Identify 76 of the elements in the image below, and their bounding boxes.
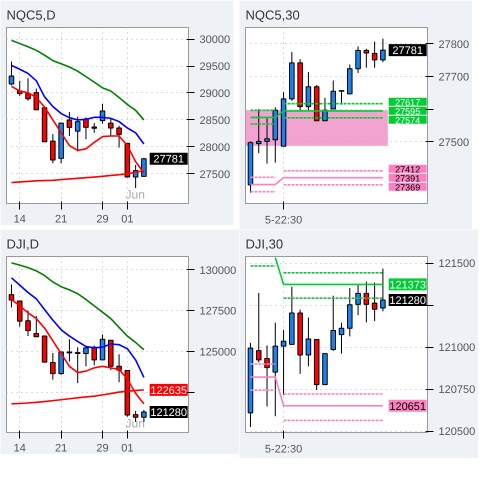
y-tick-label: 27700 <box>438 72 470 84</box>
candlestick <box>256 108 262 154</box>
y-tick-label: 130000 <box>200 264 236 277</box>
candlestick <box>372 41 378 68</box>
candlestick <box>83 345 89 367</box>
chart-title: DJI,30 <box>246 236 284 252</box>
annotation: 27781 <box>153 154 184 166</box>
candlestick <box>264 344 270 407</box>
candlestick <box>74 346 80 384</box>
annotation: Jun <box>126 188 145 202</box>
annotation: 121280 <box>389 295 426 308</box>
legend-label: 27369 <box>395 182 420 192</box>
y-tick-label: 120500 <box>438 426 476 438</box>
x-tick-label: 01 <box>121 442 134 454</box>
candlestick <box>8 61 14 86</box>
x-tick-label: 14 <box>14 442 26 454</box>
y-tick-label: 30000 <box>200 34 230 46</box>
x-tick-label: 29 <box>96 442 109 454</box>
candlestick <box>330 295 336 352</box>
candlestick <box>364 48 370 68</box>
annotation: 121373 <box>389 279 426 292</box>
candlestick <box>50 134 56 164</box>
annotation: Jun <box>126 416 145 430</box>
candlestick <box>91 122 98 134</box>
candlestick <box>66 111 72 137</box>
candlestick <box>347 288 353 337</box>
series-label: 27412 <box>395 164 420 174</box>
y-tick-label: 127500 <box>200 306 236 318</box>
legend-label: 27391 <box>395 173 420 184</box>
y-tick-label: 29500 <box>200 61 230 74</box>
annotation: 120651 <box>389 400 426 413</box>
candlestick <box>91 345 98 366</box>
candlestick <box>380 38 386 63</box>
series-label: 27617 <box>395 97 420 108</box>
chart-title: NQC5,30 <box>246 8 300 22</box>
x-tick-label: 21 <box>55 442 68 454</box>
candlestick <box>116 125 122 148</box>
y-tick-label: 28500 <box>200 114 230 127</box>
y-tick-label: 27800 <box>438 38 470 51</box>
y-tick-label: 121000 <box>438 342 476 354</box>
candlestick <box>34 316 40 338</box>
candlestick <box>66 338 72 362</box>
chart-title: NQC5,D <box>6 8 56 22</box>
chart-title: DJI,D <box>6 236 39 252</box>
x-tick-label: 14 <box>14 214 26 226</box>
candlestick <box>380 268 386 312</box>
y-tick-label: 28000 <box>200 142 230 154</box>
candlestick <box>256 292 262 363</box>
annotation: 121280 <box>150 406 188 419</box>
y-tick-label: 29000 <box>200 88 230 100</box>
candlestick <box>306 71 312 111</box>
y-tick-label: 121500 <box>438 258 476 270</box>
candlestick <box>338 90 344 106</box>
x-tick-label: 5-22:30 <box>264 214 302 226</box>
candlestick <box>330 80 336 110</box>
y-tick-label: 125000 <box>200 346 236 358</box>
candlestick <box>74 116 80 152</box>
x-tick-label: 21 <box>55 214 68 226</box>
x-tick-label: 5-22:30 <box>264 444 302 456</box>
candlestick <box>264 118 270 164</box>
candlestick <box>338 322 344 354</box>
y-tick-label: 27500 <box>438 137 470 149</box>
candlestick <box>355 46 361 74</box>
annotation: 27781 <box>392 45 423 58</box>
candlestick <box>108 118 114 137</box>
candlestick <box>25 310 31 337</box>
x-tick-label: 29 <box>96 214 109 226</box>
y-tick-label: 27500 <box>200 168 230 181</box>
candlestick <box>306 317 312 367</box>
legend-label: 27574 <box>395 115 420 126</box>
annotation: 122635 <box>150 384 188 397</box>
candlestick <box>372 282 378 322</box>
x-tick-label: 01 <box>121 214 134 226</box>
candlestick <box>50 352 56 380</box>
y-tick-label: 120750 <box>438 384 476 396</box>
legend-label: 27595 <box>395 106 420 116</box>
